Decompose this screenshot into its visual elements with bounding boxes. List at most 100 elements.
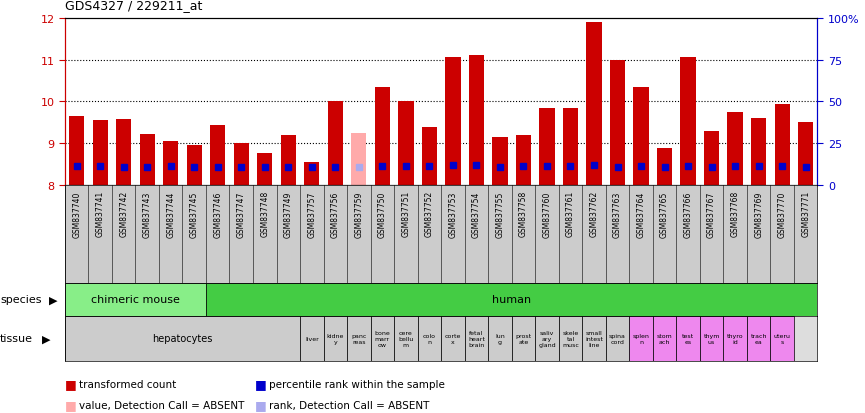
Text: spina
cord: spina cord bbox=[609, 333, 626, 344]
Text: GSM837759: GSM837759 bbox=[355, 191, 363, 237]
Bar bbox=[582, 316, 605, 361]
Bar bbox=[93, 121, 108, 186]
Text: ▶: ▶ bbox=[49, 294, 58, 304]
Text: GSM837767: GSM837767 bbox=[707, 191, 716, 237]
Bar bbox=[398, 102, 413, 186]
Text: uteru
s: uteru s bbox=[773, 333, 791, 344]
Text: GSM837766: GSM837766 bbox=[683, 191, 693, 237]
Bar bbox=[586, 23, 602, 186]
Text: tissue: tissue bbox=[0, 334, 33, 344]
Bar bbox=[606, 316, 630, 361]
Text: human: human bbox=[492, 294, 531, 304]
Bar bbox=[65, 283, 206, 316]
Text: GSM837746: GSM837746 bbox=[214, 191, 222, 237]
Bar bbox=[492, 138, 508, 186]
Text: cere
bellu
m: cere bellu m bbox=[398, 330, 413, 347]
Bar bbox=[676, 316, 700, 361]
Bar bbox=[704, 131, 719, 186]
Bar bbox=[210, 125, 226, 186]
Text: GSM837757: GSM837757 bbox=[307, 191, 317, 237]
Text: kidne
y: kidne y bbox=[327, 333, 344, 344]
Text: bone
marr
ow: bone marr ow bbox=[375, 330, 390, 347]
Text: stom
ach: stom ach bbox=[657, 333, 672, 344]
Text: test
es: test es bbox=[682, 333, 694, 344]
Text: splen
n: splen n bbox=[632, 333, 650, 344]
Text: panc
reas: panc reas bbox=[351, 333, 367, 344]
Text: GSM837752: GSM837752 bbox=[425, 191, 434, 237]
Text: ■: ■ bbox=[255, 377, 267, 391]
Bar bbox=[535, 316, 559, 361]
Bar bbox=[488, 316, 512, 361]
Bar bbox=[328, 102, 343, 186]
Text: GSM837749: GSM837749 bbox=[284, 191, 292, 237]
Bar bbox=[418, 316, 441, 361]
Text: GSM837747: GSM837747 bbox=[237, 191, 246, 237]
Bar bbox=[304, 163, 319, 186]
Text: GSM837754: GSM837754 bbox=[472, 191, 481, 237]
Bar bbox=[375, 88, 390, 186]
Text: GSM837742: GSM837742 bbox=[119, 191, 128, 237]
Bar bbox=[163, 142, 178, 186]
Bar bbox=[681, 58, 695, 186]
Bar bbox=[187, 146, 202, 186]
Text: GSM837770: GSM837770 bbox=[778, 191, 786, 237]
Bar bbox=[723, 316, 746, 361]
Bar bbox=[559, 316, 582, 361]
Bar bbox=[774, 104, 790, 186]
Text: saliv
ary
gland: saliv ary gland bbox=[538, 330, 556, 347]
Bar bbox=[441, 316, 465, 361]
Text: ▶: ▶ bbox=[42, 334, 50, 344]
Bar bbox=[469, 56, 484, 186]
Bar bbox=[516, 135, 531, 186]
Text: GDS4327 / 229211_at: GDS4327 / 229211_at bbox=[65, 0, 202, 12]
Bar bbox=[351, 133, 367, 186]
Text: ■: ■ bbox=[255, 398, 267, 411]
Text: GSM837758: GSM837758 bbox=[519, 191, 528, 237]
Bar bbox=[746, 316, 771, 361]
Bar bbox=[465, 316, 488, 361]
Bar bbox=[751, 119, 766, 186]
Bar bbox=[771, 316, 794, 361]
Text: GSM837745: GSM837745 bbox=[189, 191, 199, 237]
Text: GSM837751: GSM837751 bbox=[401, 191, 410, 237]
Bar bbox=[370, 316, 394, 361]
Text: liver: liver bbox=[305, 336, 318, 341]
Text: GSM837765: GSM837765 bbox=[660, 191, 669, 237]
Text: GSM837740: GSM837740 bbox=[72, 191, 81, 237]
Bar bbox=[69, 117, 84, 186]
Bar bbox=[610, 60, 625, 186]
Text: GSM837743: GSM837743 bbox=[143, 191, 151, 237]
Text: species: species bbox=[0, 294, 42, 304]
Bar bbox=[394, 316, 418, 361]
Text: GSM837760: GSM837760 bbox=[542, 191, 552, 237]
Text: small
intest
line: small intest line bbox=[585, 330, 603, 347]
Text: GSM837741: GSM837741 bbox=[96, 191, 105, 237]
Text: GSM837763: GSM837763 bbox=[613, 191, 622, 237]
Bar bbox=[653, 316, 676, 361]
Text: transformed count: transformed count bbox=[79, 379, 176, 389]
Text: thyro
id: thyro id bbox=[727, 333, 743, 344]
Text: hepatocytes: hepatocytes bbox=[152, 334, 213, 344]
Bar bbox=[700, 316, 723, 361]
Bar bbox=[234, 144, 249, 186]
Text: ■: ■ bbox=[65, 398, 77, 411]
Text: prost
ate: prost ate bbox=[516, 333, 531, 344]
Bar bbox=[139, 135, 155, 186]
Text: GSM837750: GSM837750 bbox=[378, 191, 387, 237]
Text: GSM837753: GSM837753 bbox=[448, 191, 458, 237]
Text: corte
x: corte x bbox=[445, 333, 461, 344]
Bar bbox=[633, 88, 649, 186]
Text: GSM837748: GSM837748 bbox=[260, 191, 269, 237]
Bar bbox=[798, 123, 813, 186]
Text: GSM837762: GSM837762 bbox=[590, 191, 599, 237]
Bar bbox=[257, 153, 272, 186]
Text: GSM837755: GSM837755 bbox=[496, 191, 504, 237]
Bar bbox=[347, 316, 370, 361]
Text: GSM837764: GSM837764 bbox=[637, 191, 645, 237]
Bar bbox=[324, 316, 347, 361]
Text: colo
n: colo n bbox=[423, 333, 436, 344]
Text: fetal
heart
brain: fetal heart brain bbox=[468, 330, 485, 347]
Text: rank, Detection Call = ABSENT: rank, Detection Call = ABSENT bbox=[269, 400, 429, 410]
Text: GSM837744: GSM837744 bbox=[166, 191, 176, 237]
Text: GSM837761: GSM837761 bbox=[566, 191, 575, 237]
